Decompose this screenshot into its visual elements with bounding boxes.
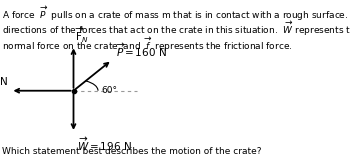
Text: 60°: 60°	[101, 86, 117, 95]
Text: A force  $\overrightarrow{P}$  pulls on a crate of mass m that is in contact wit: A force $\overrightarrow{P}$ pulls on a …	[2, 5, 350, 23]
Text: $\overrightarrow{f} = 80$ N: $\overrightarrow{f} = 80$ N	[0, 71, 9, 88]
Text: $\mathregular{\overrightarrow{F}}_N$: $\mathregular{\overrightarrow{F}}_N$	[75, 25, 89, 45]
Text: Which statement best describes the motion of the crate?: Which statement best describes the motio…	[2, 146, 261, 156]
Text: normal force on the crate, and  $\overrightarrow{f}$  represents the frictional : normal force on the crate, and $\overrig…	[2, 36, 292, 54]
Text: directions of the forces that act on the crate in this situation.  $\overrightar: directions of the forces that act on the…	[2, 20, 350, 38]
Text: $\overrightarrow{W} = 196$ N: $\overrightarrow{W} = 196$ N	[77, 135, 132, 153]
Text: $\overrightarrow{P} = 160$ N: $\overrightarrow{P} = 160$ N	[116, 41, 166, 59]
